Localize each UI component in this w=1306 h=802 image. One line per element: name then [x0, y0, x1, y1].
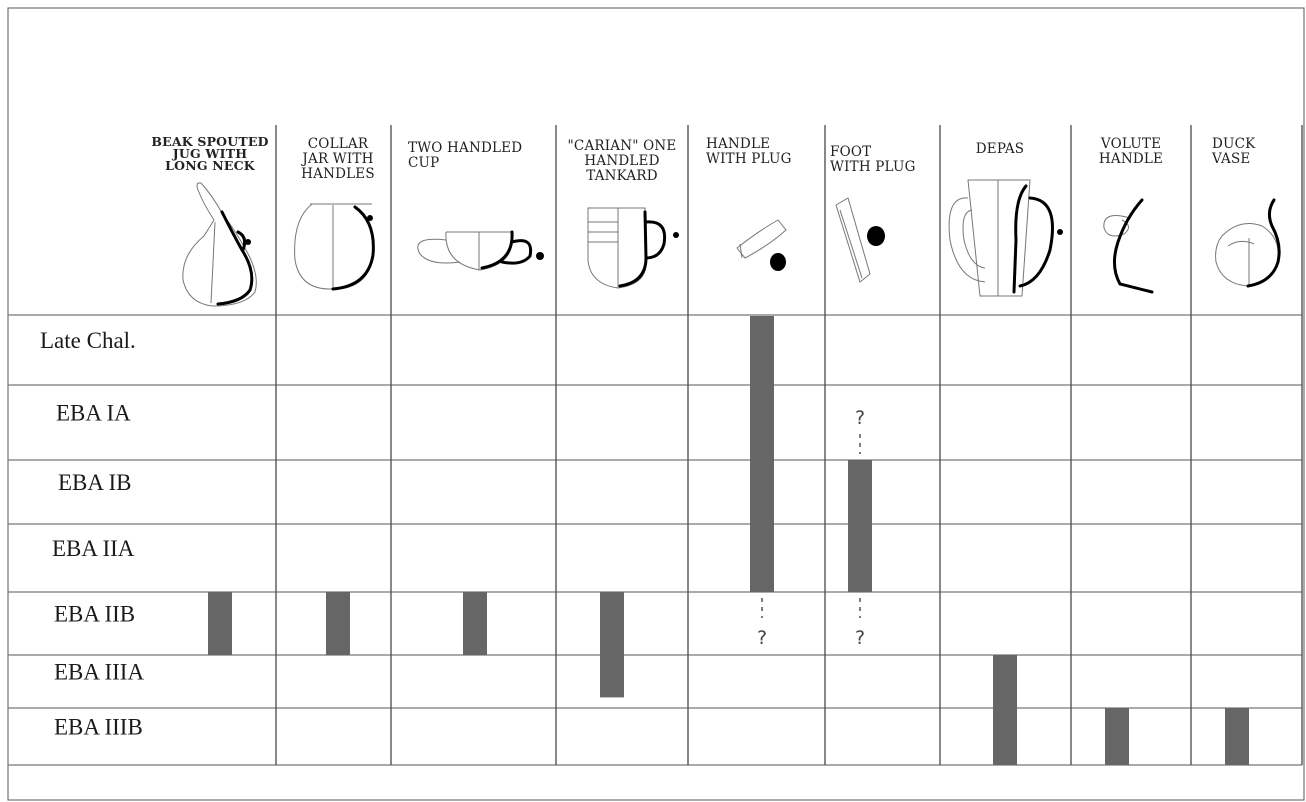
column-header-line: HANDLE [706, 136, 770, 152]
range-bar [463, 592, 487, 655]
column-header-line: CUP [408, 155, 439, 171]
column-headers: BEAK SPOUTED JUG WITH LONG NECK COLLAR JAR W… [151, 134, 1256, 184]
period-label: EBA IA [56, 401, 131, 426]
chart-frame [7, 7, 1305, 801]
column-header: TWO HANDLED CUP [408, 140, 522, 171]
column-header-line: TANKARD [586, 168, 658, 184]
column-header-line: HANDLE [1099, 151, 1163, 167]
uncertain-start-mark: ? [855, 407, 865, 429]
column-header-line: LONG NECK [165, 158, 256, 173]
vessel-drawings [182, 179, 1281, 307]
column-header: VOLUTE HANDLE [1099, 136, 1163, 167]
column-header: "CARIAN" ONE HANDLED TANKARD [568, 138, 677, 184]
column-header: DEPAS [976, 141, 1025, 157]
column-header-line: DEPAS [976, 141, 1025, 157]
collar-jar-drawing [294, 203, 375, 291]
column-header-line: WITH PLUG [706, 151, 792, 167]
carian-tankard-drawing [587, 207, 679, 289]
period-label: EBA IB [58, 470, 131, 495]
period-labels: Late Chal. EBA IA EBA IB EBA IIA EBA IIB EBA … [40, 328, 144, 740]
column-header-line: WITH PLUG [830, 159, 916, 175]
column-header: HANDLE WITH PLUG [706, 136, 792, 167]
range-bar [750, 316, 774, 592]
range-bar [208, 592, 232, 655]
column-header-line: "CARIAN" ONE [568, 138, 677, 154]
period-label: EBA IIB [54, 602, 135, 627]
column-header-line: VASE [1211, 151, 1251, 167]
column-header: FOOT WITH PLUG [830, 144, 916, 175]
period-label: EBA IIIA [54, 660, 144, 685]
column-header-line: TWO HANDLED [408, 140, 522, 156]
range-bar [1105, 708, 1129, 765]
column-header: BEAK SPOUTED JUG WITH LONG NECK [151, 134, 268, 173]
column-header-line: JAR WITH [300, 151, 373, 167]
range-bar [848, 460, 872, 592]
uncertain-end-mark: ? [855, 627, 865, 649]
column-header-line: JUG WITH [172, 146, 247, 161]
column-header-line: FOOT [830, 144, 871, 160]
beak-spouted-jug-drawing [182, 182, 257, 307]
column-header: COLLAR JAR WITH HANDLES [300, 136, 374, 182]
column-header-line: HANDLES [301, 166, 375, 182]
range-bar [993, 655, 1017, 765]
column-header-line: VOLUTE [1100, 136, 1161, 152]
range-bars: ??? [208, 316, 1249, 765]
uncertain-end-mark: ? [757, 627, 767, 649]
volute-handle-drawing [1103, 198, 1154, 294]
period-label: Late Chal. [40, 328, 136, 353]
column-header-line: BEAK SPOUTED [151, 134, 268, 149]
foot-with-plug-drawing [835, 197, 885, 283]
column-header-line: HANDLED [584, 153, 659, 169]
period-label: EBA IIIB [54, 715, 143, 740]
period-label: EBA IIA [52, 536, 135, 561]
column-header: DUCK VASE [1211, 136, 1256, 167]
column-header-line: COLLAR [308, 136, 369, 152]
two-handled-cup-drawing [417, 230, 544, 271]
range-bar [326, 592, 350, 655]
range-bar [1225, 708, 1249, 765]
depas-drawing [948, 179, 1063, 297]
handle-with-plug-drawing [736, 219, 787, 271]
range-bar [600, 592, 624, 698]
column-header-line: DUCK [1212, 136, 1256, 152]
duck-vase-drawing [1215, 198, 1281, 288]
